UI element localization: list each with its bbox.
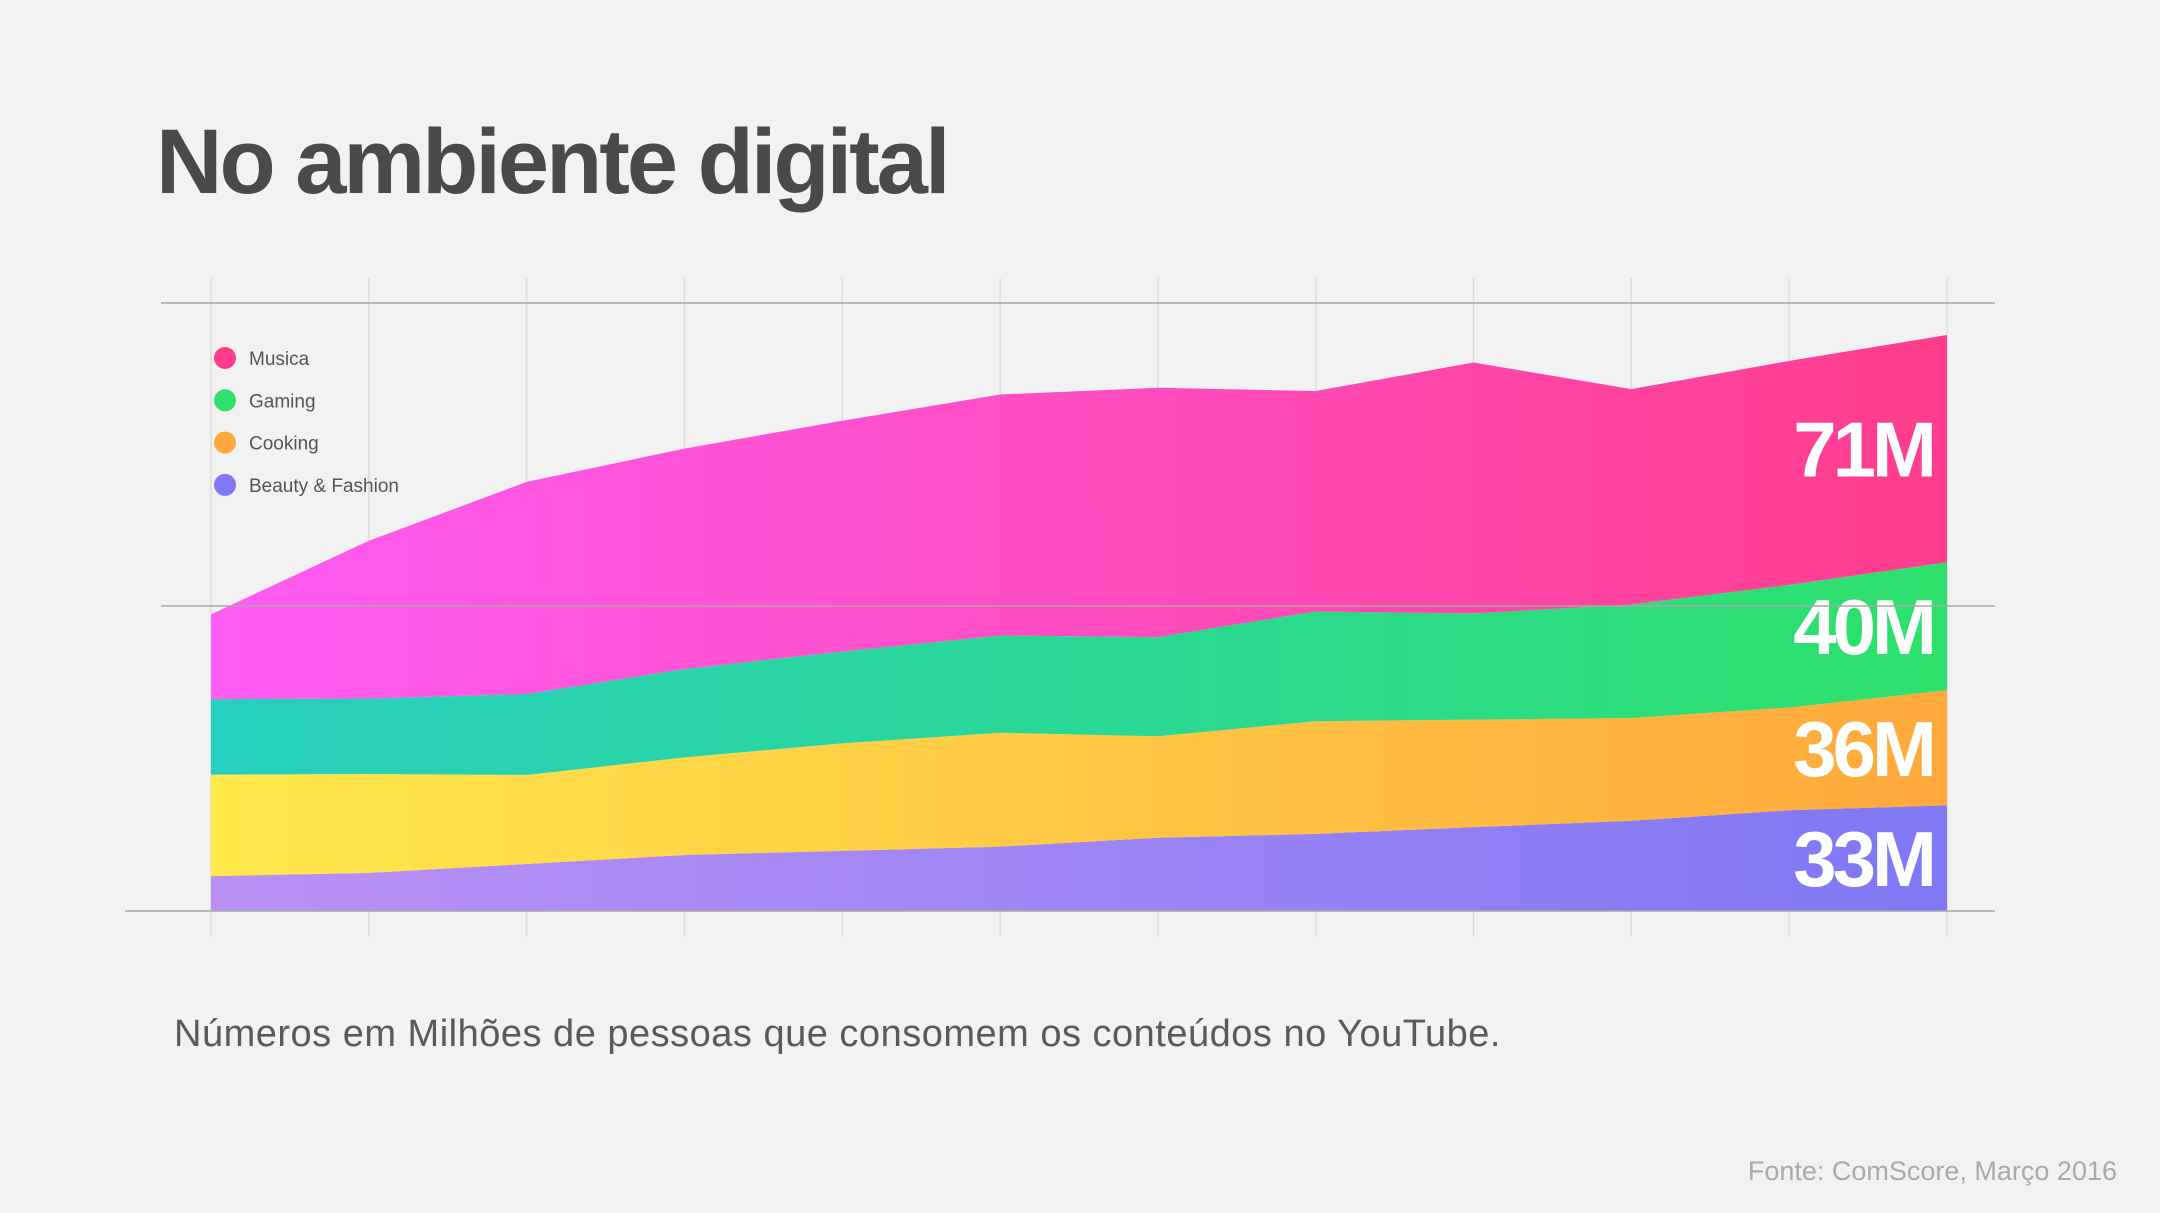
data-label: 40M	[1793, 583, 1933, 671]
legend-marker	[214, 431, 236, 454]
legend-label: Beauty & Fashion	[249, 476, 399, 497]
subtitle: Números em Milhões de pessoas que consom…	[174, 1013, 1501, 1055]
area	[211, 562, 1947, 775]
source: Fonte: ComScore, Março 2016	[1748, 1156, 2117, 1186]
chart-title: No ambiente digital	[156, 111, 948, 213]
area	[211, 335, 1947, 700]
data-label: 33M	[1793, 815, 1933, 903]
legend-marker	[214, 473, 236, 496]
legend-label: Musica	[249, 349, 310, 370]
legend-label: Gaming	[249, 391, 316, 412]
data-label: 36M	[1793, 705, 1933, 793]
legend-marker	[214, 347, 236, 369]
legend-label: Cooking	[249, 434, 319, 455]
area	[211, 805, 1947, 911]
plot: 33M 36M 40M 71M	[211, 335, 1947, 911]
legend-marker	[214, 389, 236, 412]
data-label: 71M	[1793, 406, 1933, 494]
area	[211, 690, 1947, 877]
legend: Musica Gaming Cooking Beauty & Fashion	[214, 347, 399, 497]
